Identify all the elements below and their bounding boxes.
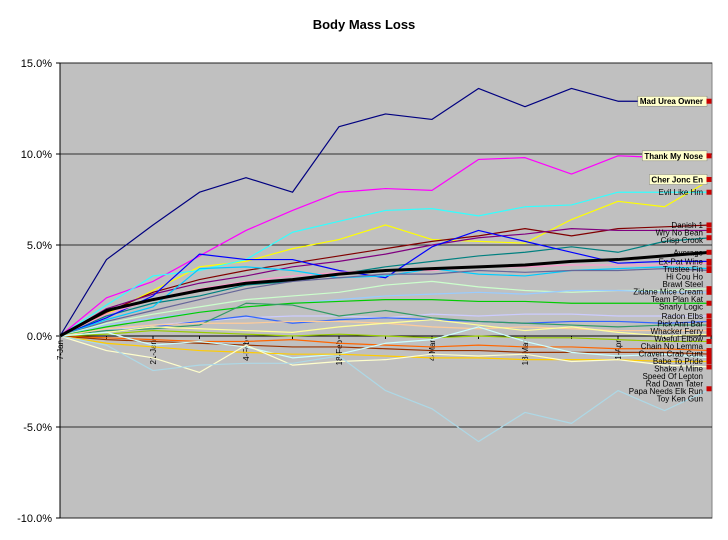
x-tick-label: 1-Apr [614,340,623,360]
series-end-marker [706,289,712,295]
series-label: Hi Cou Ho [666,272,703,281]
series-end-marker [706,249,712,255]
chart-title: Body Mass Loss [313,17,416,32]
series-line [59,335,712,352]
series-end-marker [706,358,712,364]
series-line [59,250,712,338]
x-tick-label: 4-Feb [242,339,251,360]
series-line [59,289,711,337]
series-line [59,335,712,355]
series-label: Average [673,248,703,257]
series-label: Cher Jonc En [651,175,703,184]
y-tick-label: 0.0% [27,331,52,343]
series-end-marker [706,364,712,370]
series-label: Radon Elbs [662,312,703,321]
series-line [59,335,711,363]
series-end-marker [706,98,712,104]
series-end-marker [706,338,712,344]
y-tick-label: 15.0% [21,58,52,70]
series-label: Snarly Logic [659,302,703,311]
x-tick-label: 18-Feb [335,339,344,365]
series-line [59,268,712,337]
y-tick-label: 5.0% [27,240,52,252]
series-line [59,335,712,443]
series-line [59,280,712,337]
series-label: Brawl Steel [663,280,704,289]
series-line [59,326,712,359]
series-end-marker [706,351,712,357]
series-label: Shake A Mine [654,364,703,373]
series-label: Chain No Lemma [641,342,704,351]
series-label: Crisp Crook [661,236,704,245]
series-end-marker [706,328,712,334]
gridlines [60,62,712,519]
series-label: Speed Of Lepton [643,372,704,381]
series-end-marker [706,355,712,361]
series-end-marker [706,235,712,241]
y-tick-label: -10.0% [17,513,52,525]
series-line [59,224,712,337]
series-label: Thank My Nose [644,152,703,161]
series-line [59,299,711,337]
series-label: Trustee Fin [663,265,703,274]
series-end-marker [706,260,712,266]
series-label: Ex-Pat Wine [659,257,704,266]
series-label: Pick Ann Bar [657,319,703,328]
series-labels: Mad Urea Owner Thank My Nose Cher Jonc En E… [629,95,712,403]
series-line [59,266,712,337]
series-line [59,155,712,337]
series-line [59,329,711,343]
series-end-marker [706,348,712,354]
series-end-marker [706,222,712,228]
series-end-marker [706,322,712,328]
series-label: Wry No Bean [656,228,703,237]
x-tick-label: 7-Jan [56,340,65,360]
series-end-marker [706,386,712,392]
series-label: Mad Urea Owner [640,97,703,106]
series-end-marker [706,313,712,319]
series-label: Craven Crab Cunt [639,349,704,358]
x-tick-label: 21-Jan [149,340,158,364]
series-line [59,315,712,337]
series-label: Evil Like Hm [659,188,704,197]
series-end-marker [706,318,712,324]
series-label: Rad Dawn Tater [646,379,704,388]
series-end-marker [706,331,712,337]
series-end-marker [706,153,712,159]
series-end-marker [706,267,712,273]
y-tick-label: 10.0% [21,149,52,161]
series-line [59,191,711,337]
series-label: Papa Needs Elk Run [629,387,703,396]
series-line [59,237,712,337]
series-label: Woeful Elbow [654,334,703,343]
series-line [59,87,711,337]
series-label: Team Plan Kat [651,295,704,304]
series-end-marker [706,176,712,182]
series-line [59,319,712,337]
y-tick-label: -5.0% [23,422,52,434]
series-lines [59,87,712,443]
series-line [59,228,711,337]
series-end-marker [706,189,712,195]
series-label: Danish 1 [671,221,703,230]
series-end-marker [706,286,712,292]
series-label: Whacker Ferry [651,327,703,336]
series-end-marker [706,300,712,306]
series-label: Zidane Mice Cream [633,287,703,296]
series-label: Toy Ken Gun [657,394,703,403]
series-label: Babe To Pride [653,357,704,366]
series-end-marker [706,227,712,233]
series-line [59,335,712,373]
